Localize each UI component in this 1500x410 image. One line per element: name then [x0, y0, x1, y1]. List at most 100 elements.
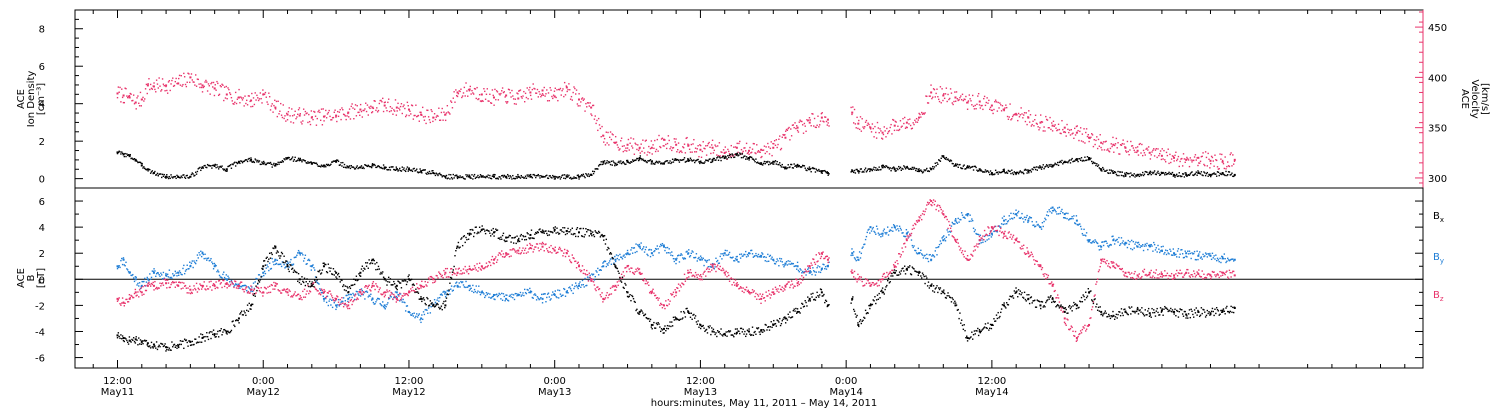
density-series-dot [961, 167, 964, 170]
bz-series-dot [136, 294, 138, 296]
density-series-dot [914, 167, 916, 170]
by-series-dot [1045, 214, 1048, 216]
velocity-series-dot [430, 109, 432, 111]
density-series-dot [148, 168, 150, 171]
velocity-series-dot [1112, 136, 1114, 139]
velocity-series-dot [181, 85, 183, 87]
bz-series-dot [439, 273, 442, 276]
bz-series-point [1160, 273, 1163, 276]
by-series-dot [966, 214, 968, 216]
by-series-dot [1092, 240, 1095, 242]
density-series-dot [1124, 172, 1126, 174]
velocity-series-dot [1198, 162, 1200, 164]
by-series-point [122, 258, 125, 261]
density-series-dot [875, 167, 877, 169]
density-series-dot [896, 167, 898, 170]
velocity-series-dot [1132, 147, 1135, 149]
velocity-series-dot [469, 85, 471, 88]
density-series-dot [649, 159, 652, 161]
velocity-series-dot [920, 116, 922, 118]
by-series-dot [141, 280, 143, 283]
bz-series-dot [183, 285, 186, 287]
velocity-series-dot [1020, 107, 1022, 109]
velocity-series-dot [261, 102, 263, 104]
by-series-dot [751, 253, 754, 255]
by-series-dot [1147, 244, 1150, 247]
velocity-series-dot [854, 123, 857, 125]
velocity-series-dot [518, 89, 521, 92]
bz-series-dot [352, 300, 354, 303]
density-series-dot [1013, 171, 1016, 173]
velocity-series-point [359, 108, 362, 111]
bz-series-dot [400, 297, 403, 299]
bz-series-dot [550, 244, 552, 247]
bz-series-dot [535, 246, 537, 248]
density-series-dot [1113, 170, 1116, 173]
density-series-dot [1016, 171, 1018, 174]
density-series-dot [493, 173, 495, 176]
by-series-dot [173, 274, 176, 276]
bz-series-dot [592, 278, 594, 281]
velocity-series-dot [238, 88, 240, 91]
density-series-dot [462, 177, 465, 179]
density-series-dot [815, 168, 817, 170]
by-series-dot [747, 255, 749, 257]
by-series-dot [1186, 256, 1188, 258]
velocity-series-dot [748, 153, 750, 155]
by-series-dot [1067, 212, 1069, 215]
by-series-dot [465, 280, 467, 283]
velocity-series-dot [467, 95, 469, 97]
bz-series-dot [389, 294, 392, 296]
by-series-dot [748, 252, 750, 255]
velocity-series-dot [462, 92, 465, 94]
by-series-dot [1000, 223, 1003, 225]
velocity-series-dot [1143, 152, 1146, 154]
velocity-series-dot [1141, 143, 1143, 146]
density-series-dot [453, 177, 455, 179]
velocity-series-dot [784, 130, 787, 132]
density-series-dot [220, 166, 222, 168]
density-series-dot [783, 166, 785, 169]
by-series-dot [911, 244, 914, 247]
by-series-dot [674, 258, 676, 260]
density-series-dot [548, 175, 551, 177]
by-series-dot [517, 293, 519, 295]
density-series-dot [448, 173, 450, 176]
bz-series-dot [438, 271, 440, 273]
by-series-dot [677, 254, 680, 256]
velocity-series-point [152, 85, 155, 88]
velocity-series-dot [1118, 153, 1120, 155]
bz-series-dot [244, 288, 246, 291]
bz-series-dot [225, 283, 228, 285]
by-series-point [1136, 245, 1139, 248]
velocity-series-dot [363, 109, 365, 112]
velocity-series-dot [783, 134, 785, 136]
velocity-series-dot [979, 107, 982, 109]
density-series-dot [1014, 172, 1016, 174]
density-series-dot [233, 162, 235, 164]
velocity-series-dot [177, 83, 179, 85]
by-series-dot [869, 232, 871, 234]
velocity-series-dot [346, 115, 348, 117]
bz-series-dot [573, 257, 575, 260]
density-series-dot [1031, 168, 1033, 170]
by-series-dot [495, 294, 497, 296]
density-series-dot [850, 171, 852, 173]
velocity-series-dot [545, 93, 547, 95]
velocity-series-dot [118, 91, 120, 93]
bz-series-dot [169, 286, 171, 289]
density-series-dot [731, 153, 733, 155]
velocity-series-dot [325, 109, 327, 112]
by-series-dot [1056, 213, 1058, 215]
velocity-series-dot [353, 118, 355, 120]
density-series-dot [1011, 169, 1013, 171]
density-series-dot [988, 173, 991, 176]
density-series-dot [1053, 164, 1056, 166]
density-series-dot [1202, 174, 1204, 177]
velocity-series-dot [254, 92, 256, 94]
density-series-dot [1150, 173, 1152, 176]
bz-series-point [820, 252, 823, 255]
velocity-series-dot [200, 86, 203, 89]
density-series-dot [1070, 159, 1073, 161]
velocity-series-dot [1045, 115, 1047, 118]
